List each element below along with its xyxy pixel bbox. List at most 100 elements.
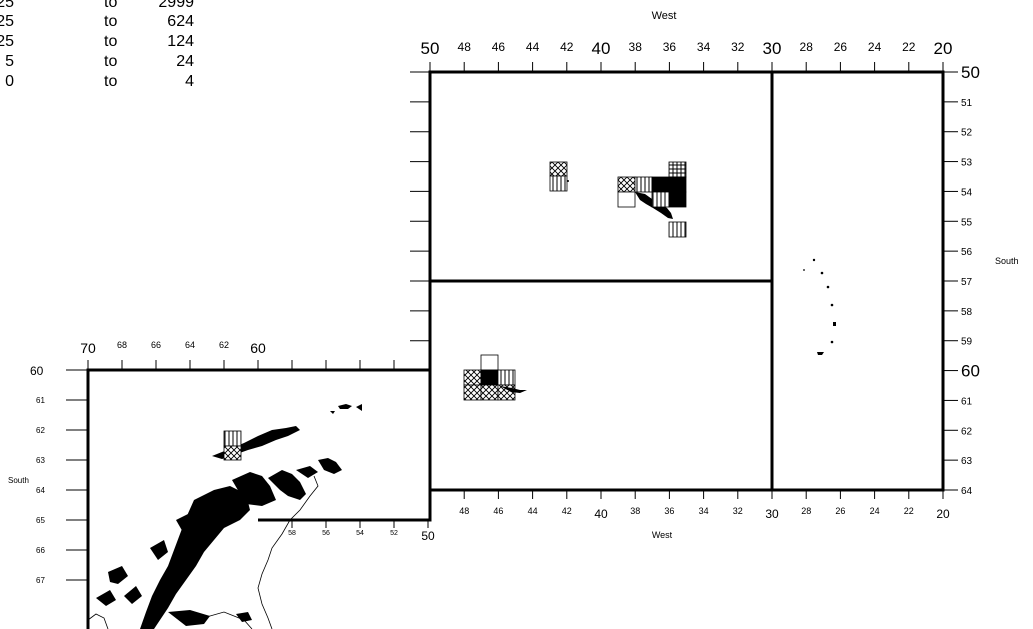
tick-label: 44 <box>528 506 538 516</box>
tick-label: 64 <box>36 486 45 495</box>
south-orkney-island <box>500 386 527 393</box>
tick-label: 46 <box>492 40 506 54</box>
tick-label: 51 <box>961 98 973 109</box>
catch-cell <box>480 369 499 386</box>
catch-cell <box>634 176 653 193</box>
tick-label: 68 <box>117 340 127 350</box>
legend-max: 124 <box>167 33 194 50</box>
tick-label: 62 <box>961 426 973 437</box>
tick-label: 48 <box>459 506 469 516</box>
legend-to: to <box>104 33 118 50</box>
tick-label: 32 <box>733 506 743 516</box>
tick-label: 50 <box>961 63 980 82</box>
tick-label: 66 <box>36 546 45 555</box>
tick-label: 20 <box>936 507 950 521</box>
tick-label: 36 <box>663 40 677 54</box>
west-label-top: West <box>652 10 677 22</box>
tick-label: 53 <box>961 158 973 169</box>
legend-min: 5 <box>5 53 14 70</box>
tick-label: 52 <box>961 128 973 139</box>
catch-cell <box>617 191 636 208</box>
legend-min: 0 <box>5 73 14 90</box>
catch-cell <box>668 161 687 178</box>
tick-label: 26 <box>834 40 848 54</box>
catch-cell <box>463 384 482 401</box>
catch-cell <box>668 221 687 238</box>
catch-cell <box>651 191 670 208</box>
tick-label: 20 <box>934 39 953 58</box>
tick-label: 46 <box>493 506 503 516</box>
tick-label: 50 <box>421 529 435 543</box>
catch-cell <box>549 175 568 192</box>
tick-label: 64 <box>961 486 973 497</box>
catch-cells-south-orkney <box>463 354 516 401</box>
tick-label: 62 <box>219 340 229 350</box>
tick-label: 55 <box>961 217 973 228</box>
tick-label: 24 <box>868 40 882 54</box>
tick-label: 42 <box>562 506 572 516</box>
legend-to: to <box>104 53 118 70</box>
catch-cell <box>668 191 687 208</box>
tick-label: 36 <box>664 506 674 516</box>
tick-label: 60 <box>30 364 44 378</box>
shag-rocks-islet <box>567 180 569 182</box>
tick-label: 67 <box>36 576 45 585</box>
tick-label: 28 <box>801 506 811 516</box>
tick-label: 62 <box>36 426 45 435</box>
antarctic-coastline <box>87 475 319 629</box>
tick-label: 63 <box>961 456 973 467</box>
map-frames <box>86 70 945 629</box>
catch-cells-antarctic <box>223 430 242 461</box>
tick-label: 34 <box>697 40 711 54</box>
tick-label: 38 <box>629 40 643 54</box>
catch-cell <box>651 176 670 193</box>
tick-label: 22 <box>904 506 914 516</box>
tick-label: 34 <box>699 506 709 516</box>
legend-min: 125 <box>0 13 14 30</box>
tick-label: 40 <box>592 39 611 58</box>
south-label-left: South <box>8 476 29 485</box>
tick-label: 58 <box>288 530 296 537</box>
tick-label: 42 <box>560 40 574 54</box>
tick-label: 60 <box>250 340 266 356</box>
tick-label: 61 <box>36 396 45 405</box>
tick-label: 59 <box>961 337 973 348</box>
catch-cell <box>668 176 687 193</box>
tick-label: 22 <box>902 40 916 54</box>
legend-max: 624 <box>167 13 194 30</box>
tick-label: 64 <box>185 340 195 350</box>
tick-label: 70 <box>80 340 96 356</box>
tick-label: 26 <box>835 506 845 516</box>
tick-label: 54 <box>961 187 973 198</box>
legend-to: to <box>104 0 118 11</box>
legend-to: to <box>104 13 118 30</box>
tick-label: 48 <box>458 40 472 54</box>
catch-cell <box>223 430 242 447</box>
tick-label: 52 <box>390 530 398 537</box>
catch-cell <box>497 369 516 386</box>
west-label-bottom: West <box>652 530 673 540</box>
catch-cell <box>549 161 568 177</box>
legend-to: to <box>104 73 118 90</box>
legend-max: 2999 <box>158 0 194 11</box>
tick-label: 30 <box>765 507 779 521</box>
tick-label: 60 <box>961 362 980 381</box>
tick-label: 24 <box>870 506 880 516</box>
tick-label: 50 <box>421 39 440 58</box>
tick-label: 54 <box>356 530 364 537</box>
legend-max: 4 <box>185 73 194 90</box>
south-label-right: South <box>995 256 1019 266</box>
tick-label: 28 <box>800 40 814 54</box>
tick-label: 56 <box>961 247 973 258</box>
tick-label: 44 <box>526 40 540 54</box>
catch-cell <box>617 176 636 193</box>
tick-label: 66 <box>151 340 161 350</box>
tick-label: 61 <box>961 396 973 407</box>
frame-antarctic-peninsula <box>86 368 432 629</box>
antarctic-peninsula-land <box>96 404 362 629</box>
catch-cell <box>480 384 499 401</box>
catch-cell <box>480 354 499 371</box>
tick-label: 38 <box>630 506 640 516</box>
